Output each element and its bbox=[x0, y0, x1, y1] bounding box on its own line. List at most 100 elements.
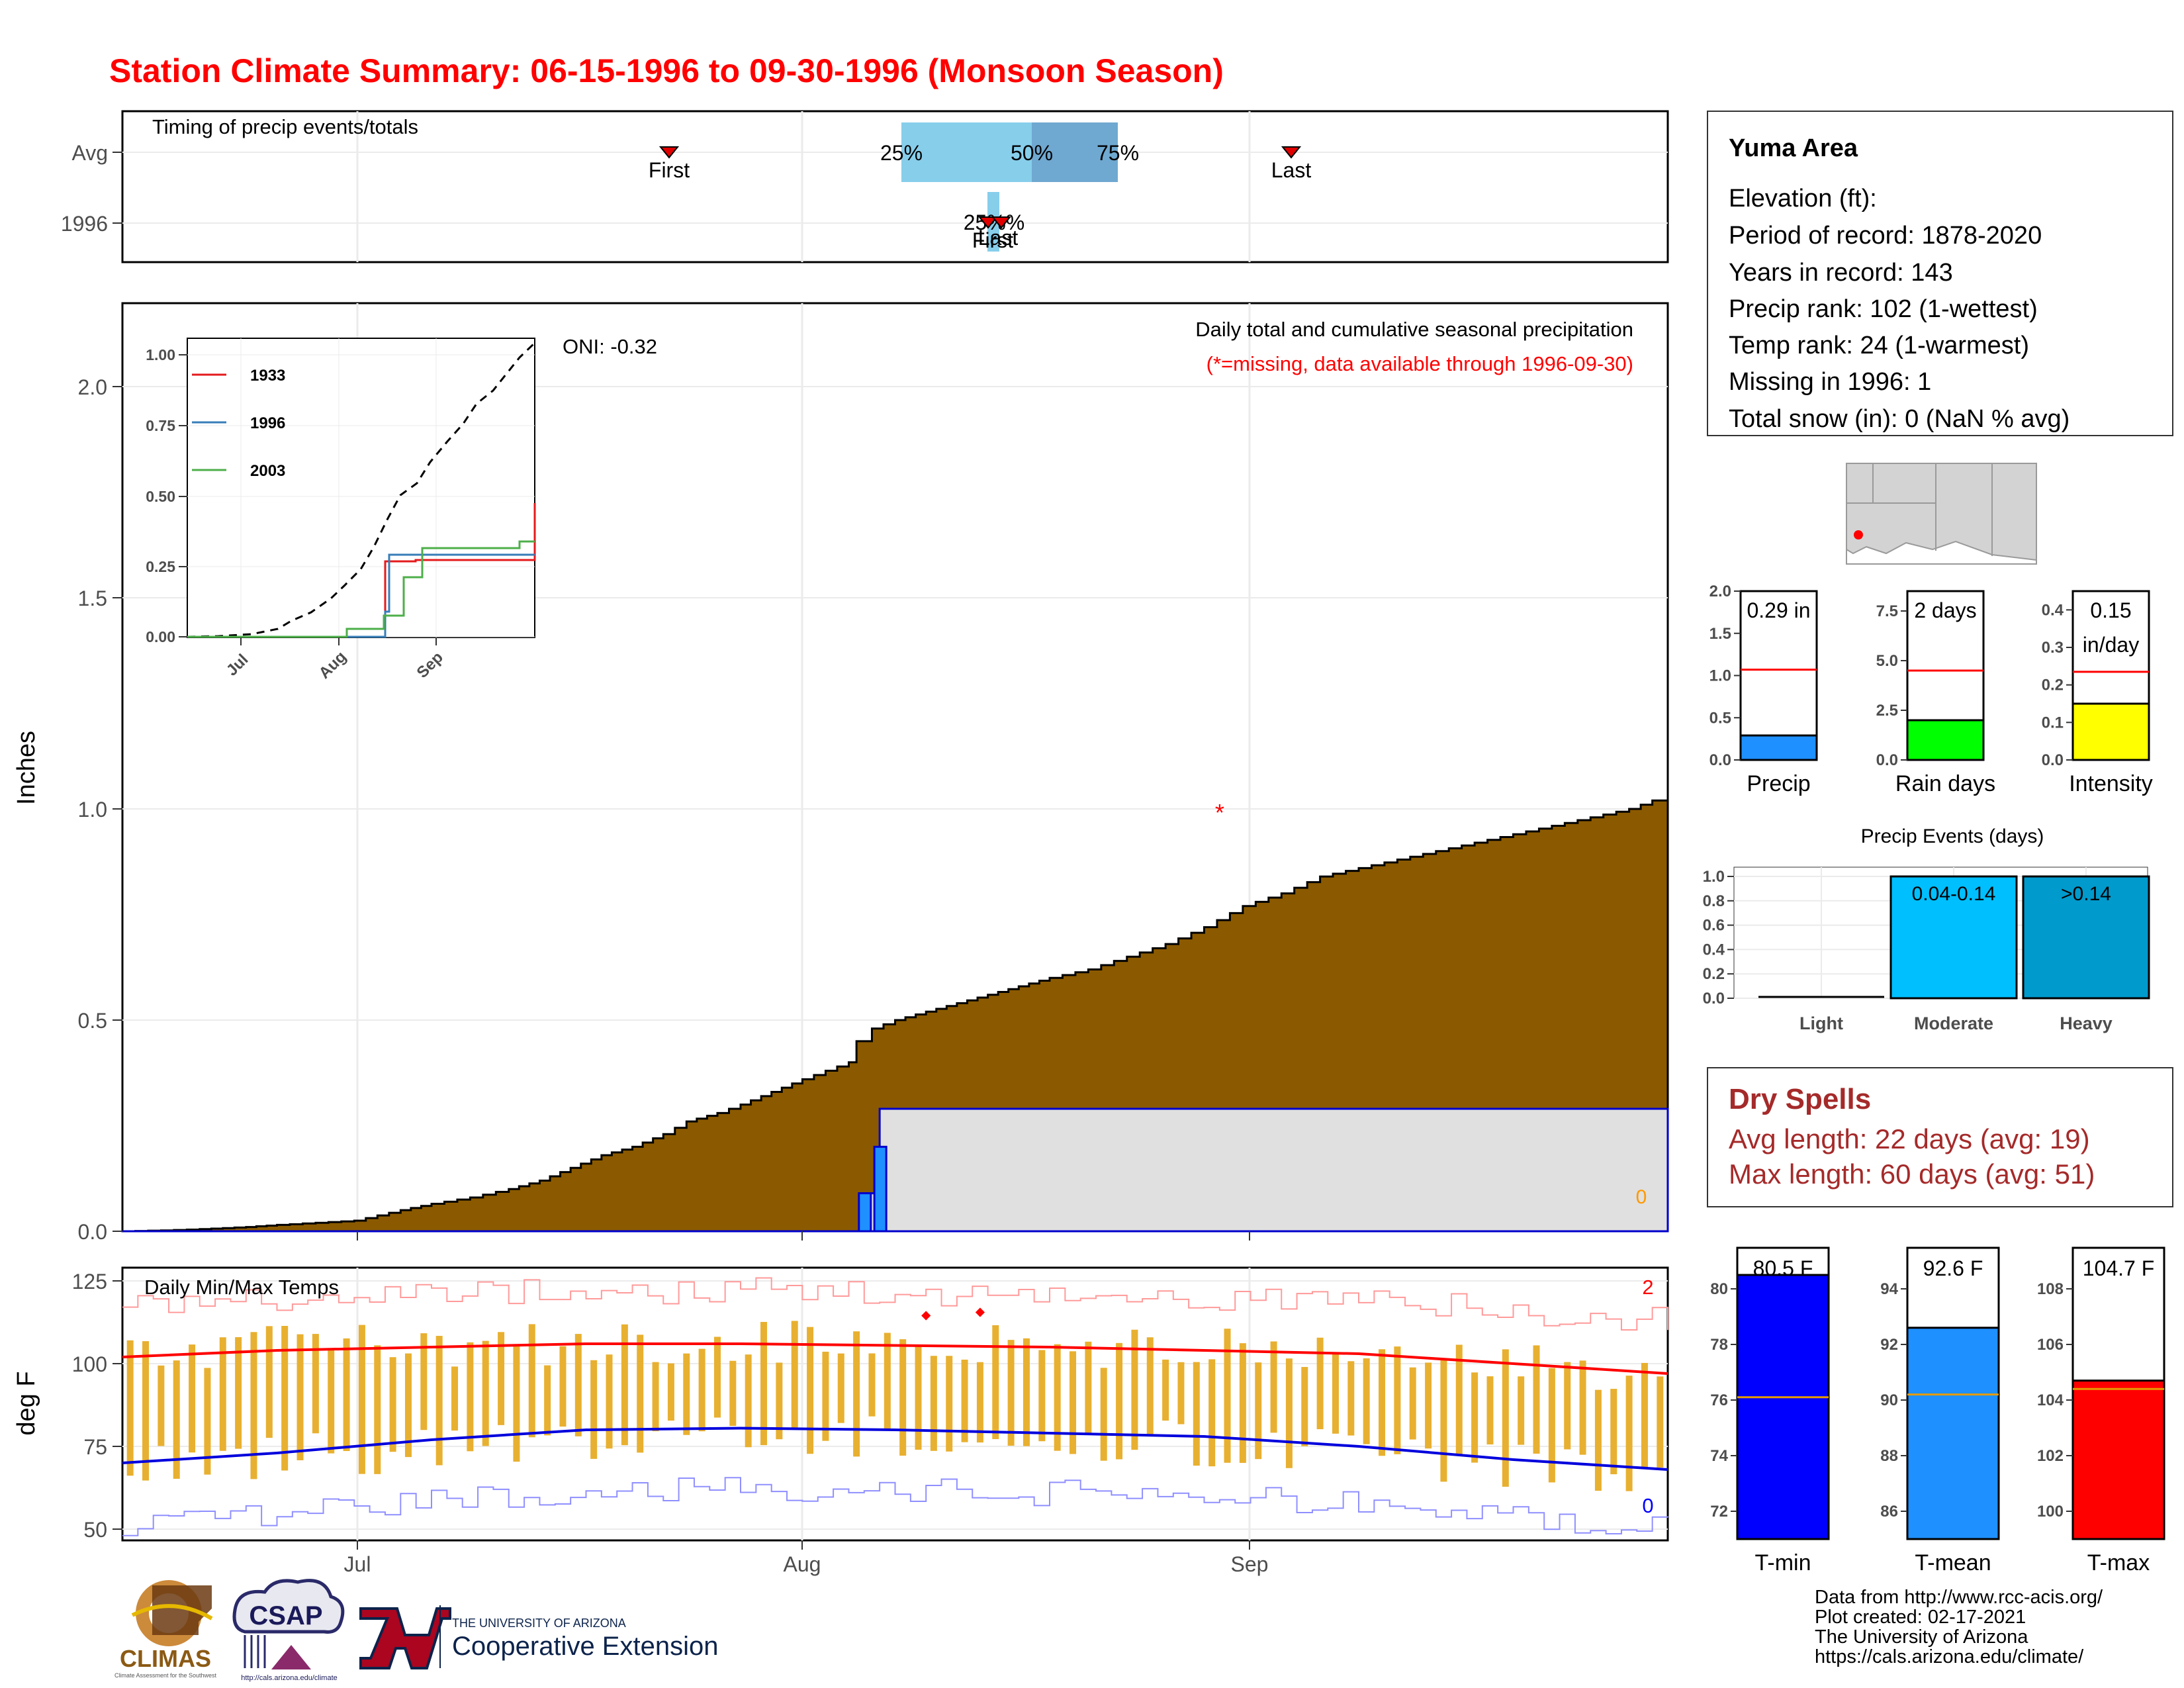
temp-range-bar bbox=[1548, 1368, 1555, 1483]
temp-range-bar bbox=[745, 1354, 752, 1448]
temp-range-bar bbox=[219, 1337, 226, 1451]
events-y-tick: 0.8 bbox=[1703, 892, 1725, 910]
temp-range-bar bbox=[420, 1333, 428, 1430]
temp-summary-bar-charts: 72 74 76 78 80 80.5 F T-min 86 88 90 92 94 92.6 F T-m… bbox=[1710, 1246, 2165, 1575]
summary-bar-tick: 0.5 bbox=[1709, 709, 1731, 727]
precip-x-ticks bbox=[357, 1231, 1250, 1241]
x-tick-jul: Jul bbox=[344, 1552, 371, 1576]
inset-y-tick: 0.00 bbox=[146, 628, 175, 645]
temp-range-bar bbox=[760, 1321, 768, 1446]
precip-y-tick: 2.0 bbox=[78, 375, 107, 399]
summary-bar-label: Intensity bbox=[2069, 771, 2153, 796]
precip-panel-title: Daily total and cumulative seasonal prec… bbox=[1195, 318, 1633, 341]
timing-avg-p75: 75% bbox=[1097, 141, 1139, 165]
locator-map bbox=[1846, 463, 2037, 565]
temp-range-bar bbox=[204, 1368, 211, 1475]
inset-y-tick: 0.75 bbox=[146, 417, 175, 434]
temp-summary-tick: 100 bbox=[2037, 1503, 2064, 1521]
footer-line: https://cals.arizona.edu/climate/ bbox=[1815, 1646, 2084, 1667]
temp-range-bar bbox=[713, 1336, 721, 1418]
timing-avg-q1-q2-box bbox=[901, 122, 1032, 182]
footer-credits: Data from http://www.rcc-acis.org/ Plot … bbox=[1815, 1587, 2103, 1667]
summary-bar-tick: 0.3 bbox=[2042, 639, 2064, 657]
footer-line: Data from http://www.rcc-acis.org/ bbox=[1815, 1587, 2103, 1608]
summary-bar-intensity: 0.0 0.1 0.2 0.3 0.4 0.15 in/day Intensity bbox=[2042, 590, 2153, 796]
temp-y-tick: 75 bbox=[83, 1435, 107, 1459]
temp-range-bar bbox=[1394, 1346, 1401, 1454]
events-category-label: Moderate bbox=[1914, 1013, 1993, 1033]
temp-avg-min-line bbox=[122, 1427, 1668, 1471]
precip-y-axis: 0.0 0.5 1.0 1.5 2.0 Inches bbox=[13, 375, 122, 1244]
temp-summary-tick: 72 bbox=[1710, 1503, 1728, 1521]
summary-bar-fill bbox=[1739, 734, 1818, 761]
temp-range-bar bbox=[513, 1345, 520, 1462]
temp-range-bar bbox=[667, 1363, 674, 1421]
university-of-arizona-logo: THE UNIVERSITY OF ARIZONA Cooperative Ex… bbox=[359, 1605, 718, 1669]
summary-bar-tick: 0.4 bbox=[2042, 601, 2064, 619]
temp-range-bar bbox=[296, 1334, 304, 1460]
temp-range-bar bbox=[1270, 1341, 1277, 1433]
temp-panel-label: Daily Min/Max Temps bbox=[144, 1276, 339, 1299]
events-y-tick: 0.6 bbox=[1703, 917, 1725, 935]
precip-panel: * 0 Daily total and cumulative seasonal … bbox=[13, 302, 1669, 1244]
precip-y-label: Inches bbox=[13, 731, 40, 805]
temp-range-bar bbox=[729, 1360, 737, 1427]
temp-range-bar bbox=[606, 1354, 613, 1449]
summary-bar-label: Precip bbox=[1747, 771, 1810, 796]
locator-map-landmass bbox=[1846, 463, 2037, 561]
temp-range-bar bbox=[1038, 1350, 1046, 1442]
temp-range-bar bbox=[868, 1353, 876, 1417]
temp-range-bar bbox=[189, 1344, 196, 1453]
temp-range-bar bbox=[1471, 1372, 1479, 1463]
temp-range-bar bbox=[652, 1362, 659, 1432]
precip-inset-plot: 0.00 0.25 0.50 0.75 1.00 Jul Aug Sep 193… bbox=[146, 338, 536, 682]
summary-bar-rain-days: 0.0 2.5 5.0 7.5 2 days Rain days bbox=[1876, 590, 1995, 796]
events-bars: Light 0.04-0.14 Moderate >0.14 Heavy bbox=[1758, 867, 2150, 1033]
temp-range-bar bbox=[884, 1333, 891, 1429]
temp-range-bar bbox=[791, 1321, 798, 1430]
inset-y-tick: 1.00 bbox=[146, 346, 175, 363]
precip-y-tick: 1.0 bbox=[78, 798, 107, 821]
x-tick-aug: Aug bbox=[784, 1552, 821, 1576]
summary-bar-tick: 0.2 bbox=[2042, 677, 2064, 694]
temp-range-bar bbox=[899, 1339, 907, 1456]
x-tick-sep: Sep bbox=[1231, 1552, 1269, 1576]
summary-bar-tick: 0.0 bbox=[1709, 751, 1731, 769]
temp-range-bar bbox=[822, 1351, 829, 1441]
temp-range-bar bbox=[281, 1325, 289, 1471]
temp-range-bar bbox=[467, 1342, 474, 1452]
temp-range-bar bbox=[574, 1334, 582, 1436]
temp-record-max-line bbox=[122, 1277, 1668, 1331]
inset-y-tick: 0.50 bbox=[146, 488, 175, 505]
csap-logo-url: http://cals.arizona.edu/climate bbox=[241, 1674, 338, 1682]
temp-range-bar bbox=[1224, 1329, 1231, 1463]
summary-bar-value: 0.15 bbox=[2090, 598, 2131, 622]
temp-summary-value: 104.7 F bbox=[2083, 1256, 2155, 1280]
temp-range-bar bbox=[1564, 1362, 1571, 1450]
temp-summary-bar-fill bbox=[2071, 1380, 2165, 1540]
climas-logo: CLIMAS Climate Assessment for the Southw… bbox=[114, 1580, 217, 1679]
ua-big-text: Cooperative Extension bbox=[452, 1632, 718, 1661]
precip-missing-marker: * bbox=[1215, 799, 1224, 826]
temp-range-bar bbox=[1069, 1351, 1077, 1454]
temp-range-bar bbox=[1193, 1362, 1200, 1466]
temp-range-bar bbox=[1162, 1359, 1169, 1421]
temp-range-bar bbox=[992, 1325, 999, 1440]
precip-daily-bar bbox=[873, 1145, 887, 1233]
temp-summary-tick: 104 bbox=[2037, 1391, 2064, 1409]
temp-range-bar bbox=[1177, 1362, 1185, 1425]
footer-line: Plot created: 02-17-2021 bbox=[1815, 1607, 2026, 1628]
timing-avg-first-label: First bbox=[649, 158, 690, 182]
events-bar-heavy bbox=[2022, 875, 2150, 1000]
temp-range-bar bbox=[1131, 1329, 1138, 1450]
timing-row-avg: Avg bbox=[71, 141, 108, 165]
summary-bar-tick: 7.5 bbox=[1876, 602, 1898, 620]
temp-record-point bbox=[975, 1307, 985, 1317]
temp-range-bar bbox=[1455, 1344, 1463, 1456]
temp-range-bar bbox=[1657, 1376, 1664, 1468]
climas-logo-text: CLIMAS bbox=[120, 1645, 211, 1672]
temp-summary-tick: 106 bbox=[2037, 1336, 2064, 1354]
station-line: Elevation (ft): bbox=[1729, 185, 1877, 212]
temp-range-bar bbox=[1409, 1367, 1416, 1440]
inset-legend: 1933 1996 2003 bbox=[192, 367, 285, 480]
